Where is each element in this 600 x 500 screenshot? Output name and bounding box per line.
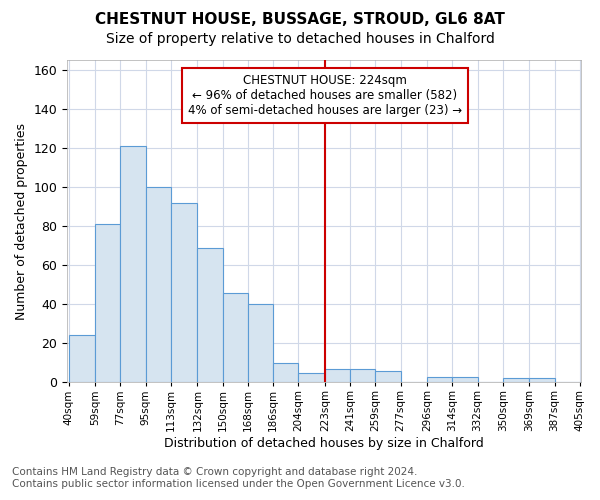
Bar [95, 224, 121, 382]
Bar [68, 336, 95, 382]
Bar [197, 248, 223, 382]
Bar [427, 376, 452, 382]
Bar [350, 368, 376, 382]
Bar [146, 187, 171, 382]
Text: Contains HM Land Registry data © Crown copyright and database right 2024.
Contai: Contains HM Land Registry data © Crown c… [12, 468, 465, 489]
Y-axis label: Number of detached properties: Number of detached properties [15, 122, 28, 320]
Bar [529, 378, 554, 382]
Bar [503, 378, 529, 382]
Bar [376, 370, 401, 382]
Bar [452, 376, 478, 382]
Text: Size of property relative to detached houses in Chalford: Size of property relative to detached ho… [106, 32, 494, 46]
Bar [121, 146, 146, 382]
X-axis label: Distribution of detached houses by size in Chalford: Distribution of detached houses by size … [164, 437, 484, 450]
Bar [223, 292, 248, 382]
Bar [171, 202, 197, 382]
Bar [273, 363, 298, 382]
Text: CHESTNUT HOUSE: 224sqm
← 96% of detached houses are smaller (582)
4% of semi-det: CHESTNUT HOUSE: 224sqm ← 96% of detached… [188, 74, 462, 116]
Bar [248, 304, 273, 382]
Text: CHESTNUT HOUSE, BUSSAGE, STROUD, GL6 8AT: CHESTNUT HOUSE, BUSSAGE, STROUD, GL6 8AT [95, 12, 505, 28]
Bar [325, 368, 350, 382]
Bar [298, 372, 325, 382]
